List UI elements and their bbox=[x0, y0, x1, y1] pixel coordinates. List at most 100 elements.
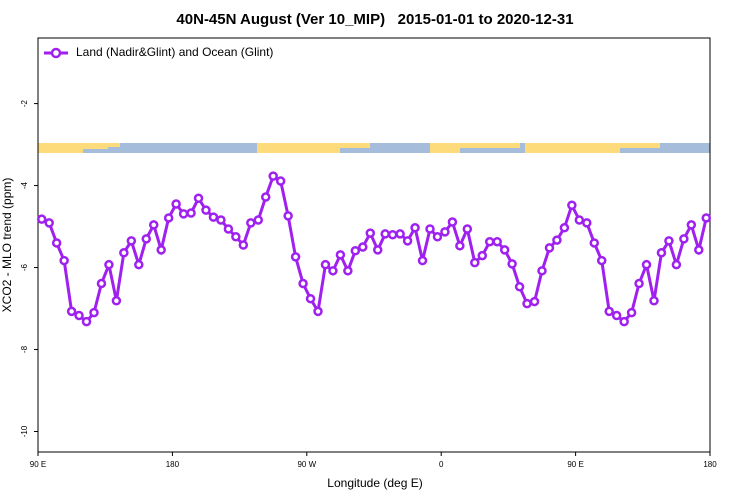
point bbox=[507, 259, 517, 269]
point bbox=[358, 242, 368, 252]
point bbox=[89, 307, 99, 318]
x-axis-label: Longitude (deg E) bbox=[327, 476, 422, 490]
point bbox=[567, 200, 577, 210]
y-tick-label: -8 bbox=[20, 345, 29, 353]
point bbox=[193, 193, 204, 204]
point bbox=[81, 316, 92, 327]
legend-marker bbox=[50, 47, 62, 59]
point bbox=[387, 230, 398, 240]
point bbox=[365, 228, 376, 238]
point bbox=[126, 236, 137, 246]
y-tick-label: -2 bbox=[20, 99, 29, 107]
point bbox=[96, 278, 107, 289]
point bbox=[74, 310, 84, 321]
point bbox=[664, 236, 674, 246]
point bbox=[171, 199, 181, 209]
point bbox=[253, 215, 264, 225]
chart-title: 40N-45N August (Ver 10_MIP) 2015-01-01 t… bbox=[176, 11, 573, 28]
point bbox=[574, 215, 585, 225]
point bbox=[484, 236, 495, 247]
point bbox=[313, 306, 323, 317]
point bbox=[395, 229, 405, 239]
point bbox=[440, 227, 450, 237]
point bbox=[686, 220, 697, 230]
point bbox=[268, 171, 278, 181]
x-tick-label: 90 E bbox=[30, 460, 46, 469]
point bbox=[402, 236, 413, 246]
point bbox=[477, 250, 488, 261]
x-tick-label: 180 bbox=[703, 460, 717, 469]
point bbox=[671, 259, 682, 270]
point bbox=[111, 295, 122, 306]
point bbox=[36, 214, 47, 224]
point bbox=[163, 213, 174, 223]
point bbox=[619, 316, 629, 327]
point bbox=[455, 241, 465, 251]
point bbox=[260, 192, 271, 202]
point bbox=[425, 224, 435, 234]
point bbox=[156, 245, 166, 255]
point bbox=[470, 257, 480, 268]
point bbox=[372, 245, 383, 255]
x-tick-label: 90 W bbox=[297, 460, 316, 469]
point bbox=[701, 213, 712, 223]
y-tick-label: -6 bbox=[20, 263, 29, 271]
point bbox=[201, 205, 211, 215]
point bbox=[350, 245, 361, 256]
point bbox=[499, 245, 510, 255]
point bbox=[694, 245, 704, 255]
point bbox=[537, 266, 547, 276]
point bbox=[141, 234, 152, 244]
y-tick-label: -4 bbox=[20, 181, 29, 189]
point bbox=[522, 298, 532, 309]
point bbox=[298, 278, 308, 289]
point bbox=[178, 209, 189, 219]
point bbox=[305, 293, 316, 304]
point bbox=[119, 248, 129, 258]
point bbox=[104, 259, 114, 270]
point bbox=[596, 255, 607, 266]
point bbox=[283, 211, 293, 221]
point bbox=[335, 250, 346, 260]
point bbox=[410, 223, 420, 233]
point bbox=[328, 266, 338, 276]
legend-label: Land (Nadir&Glint) and Ocean (Glint) bbox=[76, 45, 273, 59]
y-axis-label: XCO2 - MLO trend (ppm) bbox=[0, 178, 14, 313]
point bbox=[544, 243, 555, 253]
point bbox=[216, 215, 226, 225]
point bbox=[343, 266, 353, 276]
point bbox=[626, 307, 637, 318]
point bbox=[641, 259, 652, 270]
point bbox=[51, 238, 62, 248]
point bbox=[238, 240, 249, 250]
land-ocean-strip bbox=[38, 143, 710, 153]
point bbox=[656, 248, 667, 258]
point bbox=[582, 218, 592, 228]
point bbox=[380, 229, 390, 239]
point bbox=[66, 306, 77, 317]
point bbox=[432, 232, 443, 242]
point bbox=[679, 234, 689, 244]
y-tick-label: -10 bbox=[20, 425, 29, 437]
point bbox=[529, 296, 540, 307]
point bbox=[148, 220, 159, 230]
point bbox=[559, 223, 570, 233]
point bbox=[275, 176, 286, 186]
x-tick-label: 90 E bbox=[567, 460, 583, 469]
point bbox=[417, 255, 428, 266]
point bbox=[611, 310, 622, 321]
point bbox=[649, 295, 659, 306]
point bbox=[462, 224, 473, 234]
plot-frame bbox=[37, 37, 711, 453]
point bbox=[552, 235, 562, 245]
point bbox=[208, 212, 219, 222]
point bbox=[246, 218, 256, 228]
point bbox=[634, 278, 644, 289]
point bbox=[447, 217, 458, 227]
point bbox=[604, 306, 614, 317]
point bbox=[231, 232, 241, 242]
point bbox=[134, 259, 144, 270]
point bbox=[492, 236, 502, 247]
point bbox=[59, 255, 69, 266]
